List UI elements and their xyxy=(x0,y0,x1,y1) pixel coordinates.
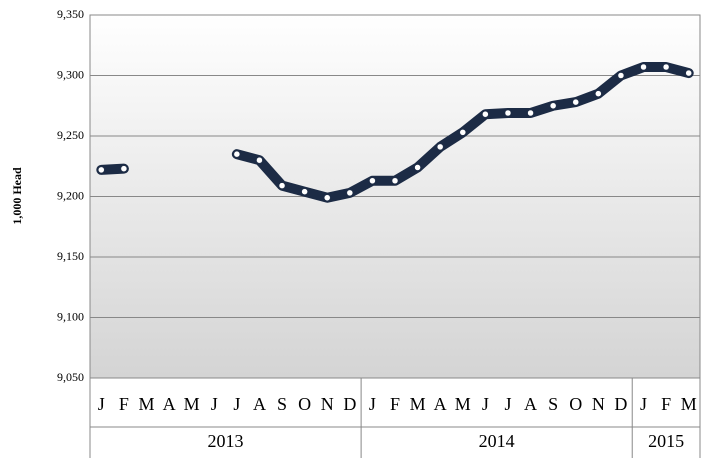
data-point xyxy=(640,63,647,71)
data-point xyxy=(482,110,489,118)
y-tick-label: 9,150 xyxy=(57,249,84,263)
x-tick-label: J xyxy=(640,394,647,414)
data-point xyxy=(323,194,331,201)
x-tick-label: F xyxy=(390,394,400,414)
data-point xyxy=(504,109,512,117)
line-series xyxy=(96,163,129,175)
x-tick-label: J xyxy=(233,394,240,414)
y-tick-label: 9,200 xyxy=(57,188,84,202)
data-point xyxy=(256,156,263,164)
data-point xyxy=(278,182,286,189)
x-tick-label: M xyxy=(184,394,200,414)
x-tick-label: J xyxy=(369,394,376,414)
data-point xyxy=(301,188,308,195)
x-tick-label: M xyxy=(138,394,154,414)
x-tick-label: M xyxy=(455,394,471,414)
data-point xyxy=(459,129,467,136)
x-tick-label: D xyxy=(614,394,627,414)
y-tick-label: 9,300 xyxy=(57,67,84,81)
data-point xyxy=(617,72,625,79)
data-point xyxy=(98,166,105,174)
x-tick-label: A xyxy=(253,394,266,414)
x-tick-label: A xyxy=(163,394,176,414)
data-point xyxy=(436,143,444,151)
data-point xyxy=(595,90,602,97)
y-axis-label: 1,000 Head xyxy=(10,167,24,225)
data-point xyxy=(391,177,399,185)
data-point xyxy=(572,98,579,106)
x-tick-label: J xyxy=(482,394,489,414)
data-point xyxy=(662,63,670,71)
x-tick-label: F xyxy=(661,394,671,414)
x-tick-label: O xyxy=(569,394,582,414)
x-tick-label: F xyxy=(119,394,129,414)
data-point xyxy=(120,165,128,172)
data-point xyxy=(233,150,241,158)
data-point xyxy=(527,109,534,117)
y-tick-label: 9,350 xyxy=(57,7,84,21)
x-tick-label: M xyxy=(681,394,697,414)
data-point xyxy=(549,102,557,109)
group-label: 2013 xyxy=(208,431,244,451)
data-point xyxy=(414,164,421,171)
data-point xyxy=(369,177,376,185)
x-tick-label: N xyxy=(592,394,605,414)
x-tick-label: O xyxy=(298,394,311,414)
x-tick-label: S xyxy=(548,394,558,414)
y-tick-label: 9,050 xyxy=(57,370,84,384)
y-tick-label: 9,100 xyxy=(57,309,84,323)
x-tick-label: M xyxy=(410,394,426,414)
x-tick-label: A xyxy=(434,394,447,414)
x-tick-label: N xyxy=(321,394,334,414)
data-point xyxy=(685,69,692,77)
x-tick-label: S xyxy=(277,394,287,414)
group-label: 2015 xyxy=(648,431,684,451)
x-tick-label: J xyxy=(504,394,511,414)
group-label: 2014 xyxy=(479,431,515,451)
y-tick-label: 9,250 xyxy=(57,128,84,142)
x-tick-label: D xyxy=(343,394,356,414)
x-tick-label: J xyxy=(211,394,218,414)
data-point xyxy=(346,189,354,197)
x-tick-label: A xyxy=(524,394,537,414)
x-tick-label: J xyxy=(98,394,105,414)
